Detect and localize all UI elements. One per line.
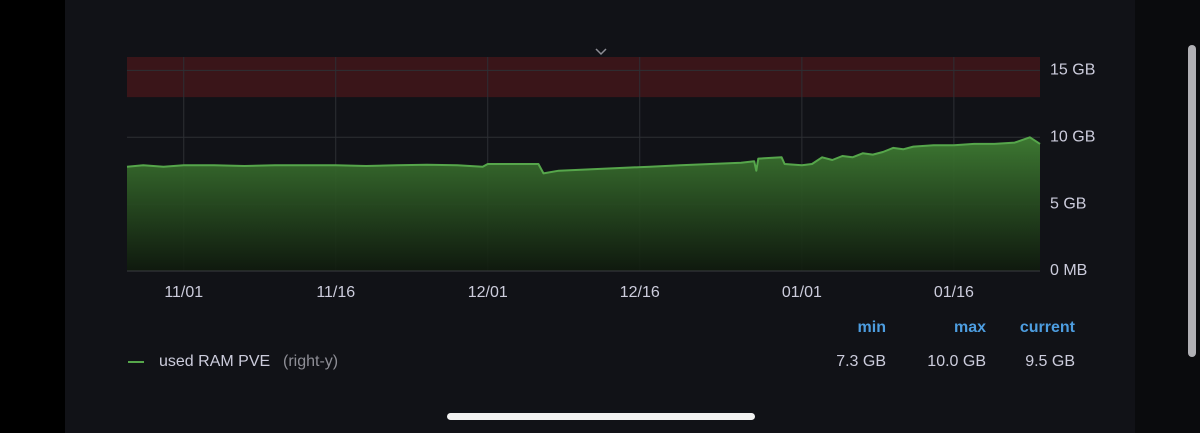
- legend-column-header: min: [858, 319, 886, 336]
- plot: 0 MB 5 GB 10 GB 15 GB 11/01 11/16 12/01 12/16 01…: [126, 57, 1095, 301]
- x-tick-label: 11/01: [164, 284, 203, 301]
- y-tick-label: 0 MB: [1050, 262, 1087, 279]
- y-tick-label: 5 GB: [1050, 195, 1086, 212]
- x-tick-label: 11/16: [316, 284, 355, 301]
- scrollbar[interactable]: [1188, 45, 1196, 357]
- x-tick-label: 01/16: [934, 284, 974, 301]
- legend-column-header: max: [954, 319, 986, 336]
- x-tick-label: 12/16: [620, 284, 660, 301]
- x-tick-label: 01/01: [782, 284, 822, 301]
- legend-stat: 10.0 GB: [927, 353, 986, 370]
- legend-stat: 9.5 GB: [1025, 353, 1075, 370]
- y-tick-label: 10 GB: [1050, 128, 1095, 145]
- home-indicator: [447, 413, 755, 420]
- collapse-chevron[interactable]: [595, 48, 607, 56]
- legend-stat: 7.3 GB: [836, 353, 886, 370]
- area-fill: [127, 137, 1040, 271]
- legend-axis-note: (right-y): [283, 353, 338, 370]
- threshold-band: [127, 57, 1040, 98]
- y-tick-label: 15 GB: [1050, 62, 1095, 79]
- series-line: [126, 136, 1041, 175]
- x-tick-label: 12/01: [468, 284, 508, 301]
- legend-table: min max current 7.3 GB 10.0 GB 9.5 GB: [836, 319, 1075, 370]
- legend-label[interactable]: used RAM PVE: [159, 353, 270, 370]
- legend-column-header: current: [1020, 319, 1076, 336]
